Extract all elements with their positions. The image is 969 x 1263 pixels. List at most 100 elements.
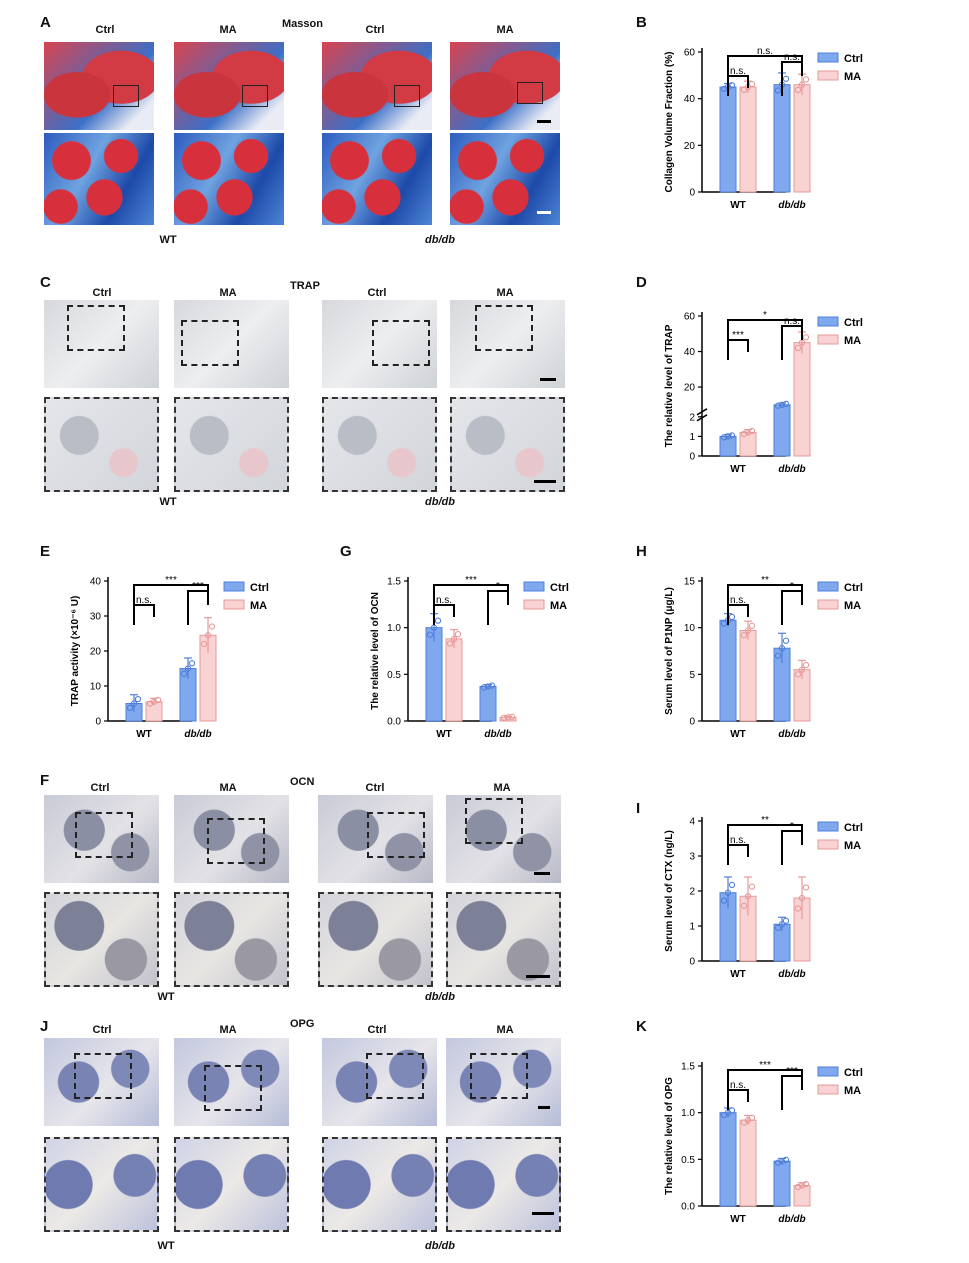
y-tick-label: 0.5 [387,670,401,681]
significance-bracket [727,1089,749,1110]
data-point [774,402,782,409]
data-point [798,81,806,88]
data-point [794,671,802,678]
significance-label: n.s. [730,66,746,77]
significance-bracket [781,830,803,865]
significance-label: ** [761,575,769,586]
significance-label: *** [165,575,177,586]
significance-bracket [727,75,749,96]
trap-zoom-db-ma [450,397,565,492]
data-point [744,429,752,436]
y-tick-label: 30 [90,612,102,623]
legend-swatch-ma [817,599,839,610]
data-point [740,631,748,639]
data-point [794,86,802,94]
ctrl-label: Ctrl [92,1024,112,1036]
masson-zoom-db-ma [450,133,560,225]
ma-label: MA [496,287,514,299]
y-tick-label: 0 [689,957,695,968]
y-tick-label: 0 [95,717,101,728]
y-tick-label: 1 [689,922,695,933]
significance-bracket [781,61,803,96]
ocn-image-wt-ma [174,795,289,883]
data-point [188,660,196,667]
x-tick-label: db/db [778,1214,805,1225]
trap-zoom-wt-ma [174,397,289,492]
panel-label-h: H [636,543,647,560]
ma-label: MA [219,287,237,299]
bar-ctrl [719,619,737,722]
data-point [782,400,790,408]
data-point [728,1107,736,1114]
chart-e: 0 10 20 30 40 TRAP activity (×10⁻⁶ U) WT db/db *… [70,575,269,740]
data-point [782,1156,790,1163]
chart-d: 0 1 2 20 40 60 The relative level of TRAP WT db/… [664,310,863,475]
legend-label: MA [844,1085,861,1097]
significance-bracket [727,844,749,865]
data-point [778,401,786,408]
legend-label: MA [844,840,861,852]
data-point [740,430,748,438]
panel-label-g: G [340,543,352,560]
ctrl-label: Ctrl [90,782,110,794]
ma-label: MA [493,782,511,794]
y-tick-label: 60 [684,312,696,323]
panel-label-c: C [40,274,51,291]
ctrl-label: Ctrl [365,24,385,36]
y-tick-label: 5 [689,670,695,681]
scale-bar [540,378,556,381]
y-tick-label: 20 [684,141,696,152]
legend-swatch-ma [817,334,839,345]
significance-bracket [781,325,803,360]
panel-label-k: K [636,1018,647,1035]
zoom-box [242,85,268,107]
x-tick-label: WT [730,200,746,211]
legend-label: MA [250,600,267,612]
ocn-zoom-db-ma [446,892,561,987]
y-tick-label: 0.0 [387,717,401,728]
significance-label: n.s. [757,46,773,57]
zoom-box [372,320,430,366]
y-axis-label: Serum level of P1NP (μg/L) [664,587,675,715]
ocn-zoom-wt-ctrl [44,892,159,987]
ctrl-label: Ctrl [92,287,112,299]
data-point [450,635,458,643]
data-point [802,1180,810,1188]
y-axis-label: The relative level of OPG [664,1077,675,1195]
y-tick-label: 0 [689,188,695,199]
significance-label: *** [786,1066,798,1077]
group-label-wt: WT [157,991,175,1003]
x-tick-label: WT [730,1214,746,1225]
legend-swatch-ctrl [817,581,839,592]
masson-image-wt-ma [174,42,284,130]
y-tick-label: 1.5 [387,577,401,588]
trap-zoom-db-ctrl [322,397,437,492]
data-point [778,645,786,652]
group-label-dbdb: db/db [425,991,455,1003]
zoom-box [366,1053,424,1099]
bar-ctrl [773,84,791,193]
legend-swatch-ma [223,599,245,610]
data-point [208,623,216,630]
bar-ctrl [479,685,497,722]
bar-ma [739,86,757,193]
data-point [204,632,212,639]
data-point [480,684,488,691]
x-tick-label: WT [730,969,746,980]
x-tick-label: db/db [778,969,805,980]
axis-break [696,408,708,416]
data-point [774,1159,782,1166]
scale-bar [537,120,551,123]
group-label-wt: WT [159,234,177,246]
panel-label-d: D [636,274,647,291]
x-tick-label: WT [136,729,152,740]
ocn-zoom-db-ctrl [318,892,433,987]
y-tick-label: 3 [689,852,695,863]
data-point [720,620,728,627]
zoom-box [465,798,523,844]
significance-bracket [133,604,155,625]
data-point [748,1114,756,1121]
ocn-image-db-ctrl [318,795,433,883]
data-point [744,893,752,900]
data-point [130,700,138,707]
